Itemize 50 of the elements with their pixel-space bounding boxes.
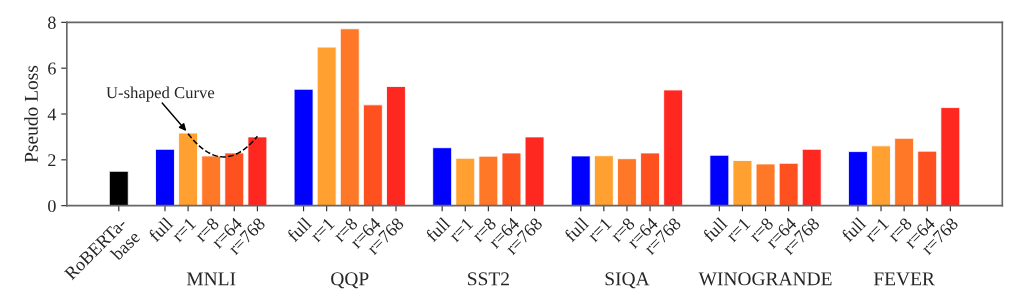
bar xyxy=(293,88,314,206)
bar xyxy=(871,145,891,206)
bar xyxy=(478,155,499,206)
bar xyxy=(778,162,799,206)
bar xyxy=(386,86,406,206)
x-tick-label: full xyxy=(701,216,729,243)
text: SIQA xyxy=(605,272,650,289)
y-tick-label: 2 xyxy=(48,154,56,167)
bar xyxy=(455,157,476,206)
x-tick-label: full xyxy=(563,216,590,243)
bar xyxy=(617,158,637,206)
bar xyxy=(432,147,453,206)
bar xyxy=(732,160,753,206)
bar xyxy=(801,148,822,206)
text: FEVER xyxy=(873,272,935,286)
bar xyxy=(848,151,868,206)
bar xyxy=(570,155,591,206)
bar xyxy=(593,155,614,206)
bar xyxy=(940,107,961,206)
x-tick-label: full xyxy=(424,216,451,243)
x-tick-label: full xyxy=(840,216,867,243)
bar xyxy=(316,46,337,206)
bar xyxy=(755,163,776,206)
bar xyxy=(894,137,915,206)
bar xyxy=(501,152,522,206)
text: SST2 xyxy=(468,272,509,286)
y-tick-label: 4 xyxy=(47,108,57,121)
bar xyxy=(917,150,938,206)
bar xyxy=(339,28,360,206)
text: MNLI xyxy=(186,272,236,286)
text: QQP xyxy=(331,272,369,289)
bar xyxy=(663,89,684,206)
y-tick-label: 8 xyxy=(48,16,56,29)
bar xyxy=(362,104,383,206)
y-axis-title: Pseudo Loss xyxy=(24,65,38,163)
bar xyxy=(524,136,545,206)
bar xyxy=(178,132,198,206)
x-tick-label: full xyxy=(286,216,313,243)
bar xyxy=(108,170,129,206)
annotation: U-shaped Curve xyxy=(106,86,215,102)
text: WINOGRANDE xyxy=(698,272,832,286)
bar xyxy=(201,155,222,206)
x-tick-label: full xyxy=(147,216,174,243)
y-tick-label: 6 xyxy=(48,62,56,75)
bar xyxy=(709,154,730,206)
bar xyxy=(247,136,268,206)
bar xyxy=(155,148,175,206)
bar xyxy=(224,152,245,206)
bar xyxy=(640,152,660,206)
y-tick-label: 0 xyxy=(48,199,56,213)
